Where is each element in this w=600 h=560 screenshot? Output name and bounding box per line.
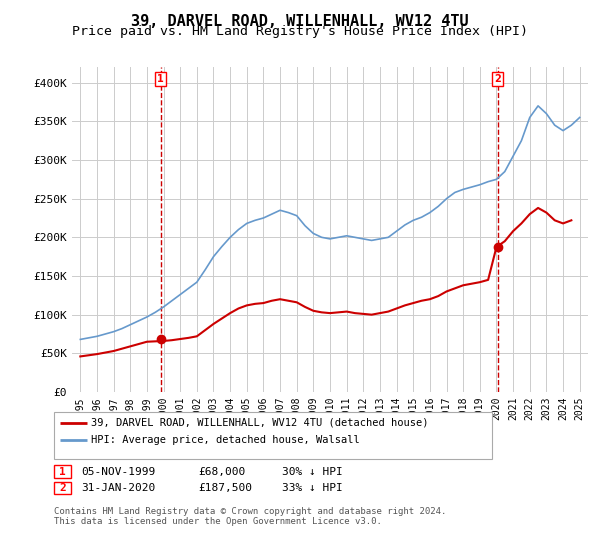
Text: 2: 2 bbox=[494, 74, 501, 83]
Text: 1: 1 bbox=[59, 466, 66, 477]
Text: 30% ↓ HPI: 30% ↓ HPI bbox=[282, 466, 343, 477]
Text: Price paid vs. HM Land Registry's House Price Index (HPI): Price paid vs. HM Land Registry's House … bbox=[72, 25, 528, 38]
Text: 2: 2 bbox=[59, 483, 66, 493]
Text: 33% ↓ HPI: 33% ↓ HPI bbox=[282, 483, 343, 493]
Text: 1: 1 bbox=[157, 74, 164, 83]
Text: 05-NOV-1999: 05-NOV-1999 bbox=[81, 466, 155, 477]
Text: £187,500: £187,500 bbox=[198, 483, 252, 493]
Text: Contains HM Land Registry data © Crown copyright and database right 2024.
This d: Contains HM Land Registry data © Crown c… bbox=[54, 507, 446, 526]
Text: HPI: Average price, detached house, Walsall: HPI: Average price, detached house, Wals… bbox=[91, 435, 360, 445]
Text: 39, DARVEL ROAD, WILLENHALL, WV12 4TU (detached house): 39, DARVEL ROAD, WILLENHALL, WV12 4TU (d… bbox=[91, 418, 428, 428]
Text: 39, DARVEL ROAD, WILLENHALL, WV12 4TU: 39, DARVEL ROAD, WILLENHALL, WV12 4TU bbox=[131, 14, 469, 29]
Text: 31-JAN-2020: 31-JAN-2020 bbox=[81, 483, 155, 493]
Text: £68,000: £68,000 bbox=[198, 466, 245, 477]
